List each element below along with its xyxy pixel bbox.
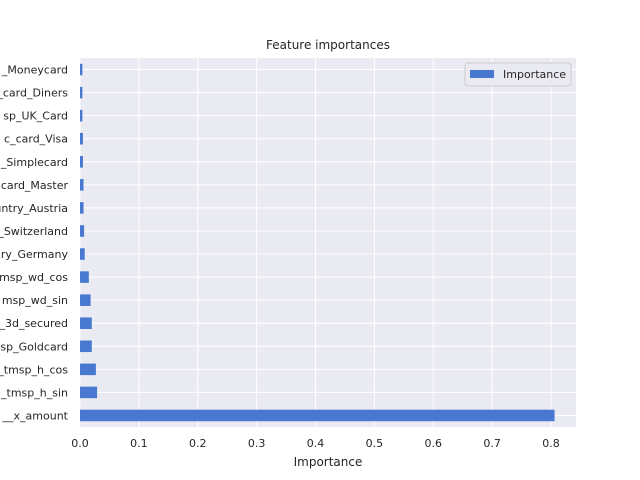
bar bbox=[80, 248, 85, 260]
bar bbox=[80, 294, 91, 306]
bar bbox=[80, 271, 89, 283]
x-tick-label: 0.2 bbox=[189, 437, 207, 450]
bar bbox=[80, 409, 555, 422]
y-tick-label: msp_wd_sin bbox=[2, 294, 68, 307]
x-tick-label: 0.5 bbox=[366, 437, 384, 450]
x-tick-label: 0.6 bbox=[425, 437, 443, 450]
x-tick-label: 0.7 bbox=[483, 437, 501, 450]
bar bbox=[80, 363, 96, 376]
x-tick-label: 0.1 bbox=[130, 437, 148, 450]
y-tick-label: _Moneycard bbox=[1, 64, 68, 77]
legend-box bbox=[464, 62, 572, 87]
y-tick-labels: _Moneycard _card_Diners sp_UK_Card c_card_V… bbox=[0, 64, 69, 423]
bar bbox=[80, 202, 84, 214]
bar bbox=[80, 156, 83, 168]
bar bbox=[80, 317, 92, 329]
y-tick-label: _tmsp_h_cos bbox=[0, 363, 68, 376]
y-tick-label: _Simplecard bbox=[0, 156, 68, 169]
bar bbox=[80, 179, 84, 191]
y-tick-label: c_card_Visa bbox=[4, 133, 68, 146]
legend: Importance bbox=[464, 62, 572, 87]
y-tick-label: _tmsp_h_sin bbox=[0, 386, 68, 399]
x-tick-labels: 0.0 0.1 0.2 0.3 0.4 0.5 0.6 0.7 0.8 bbox=[71, 437, 560, 450]
chart-title: Feature importances bbox=[266, 38, 390, 52]
x-tick-label: 0.8 bbox=[542, 437, 560, 450]
plot-area bbox=[80, 58, 576, 427]
bar bbox=[80, 340, 92, 353]
y-tick-label: _Switzerland bbox=[0, 225, 68, 238]
y-tick-label: __x_amount bbox=[2, 409, 69, 422]
bar-series bbox=[80, 63, 555, 422]
bar bbox=[80, 386, 98, 399]
bar bbox=[80, 225, 85, 237]
bar bbox=[80, 63, 83, 76]
y-tick-label: card_Master bbox=[1, 179, 69, 192]
y-tick-label: sp_Goldcard bbox=[0, 340, 68, 353]
x-tick-label: 0.0 bbox=[71, 437, 89, 450]
x-tick-label: 0.4 bbox=[307, 437, 325, 450]
y-tick-label: _3d_secured bbox=[0, 317, 68, 330]
bar bbox=[80, 109, 83, 122]
x-tick-label: 0.3 bbox=[248, 437, 266, 450]
bar bbox=[80, 86, 83, 99]
y-tick-label: sp_UK_Card bbox=[3, 110, 68, 123]
legend-label: Importance bbox=[503, 68, 566, 81]
bar bbox=[80, 132, 83, 145]
y-tick-label: ry_Germany bbox=[1, 248, 69, 261]
x-gridlines bbox=[79, 58, 552, 427]
y-tick-label: tmsp_wd_cos bbox=[0, 271, 68, 284]
y-tick-label: _card_Diners bbox=[0, 87, 68, 100]
x-axis-label: Importance bbox=[294, 455, 363, 469]
legend-swatch bbox=[470, 70, 494, 78]
y-tick-label: untry_Austria bbox=[0, 202, 68, 215]
